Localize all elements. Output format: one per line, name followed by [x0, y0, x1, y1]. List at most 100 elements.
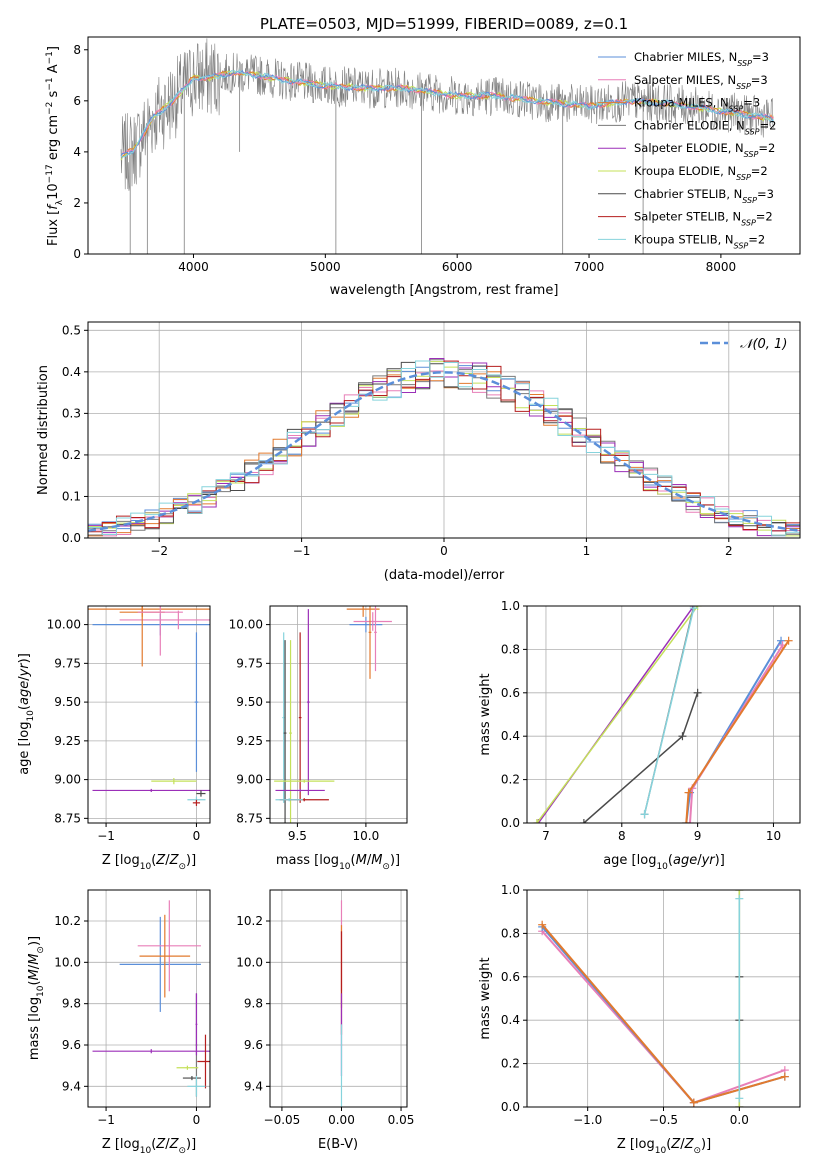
y-tick-label: 1.0 [501, 599, 520, 613]
y-tick-label: 0.4 [501, 729, 520, 743]
x-axis-label: Z [log10(Z/Z⊙)] [102, 853, 196, 872]
observed-spectrum [120, 38, 774, 191]
errorbar-point [283, 640, 287, 823]
y-tick-label: 0.0 [501, 816, 520, 830]
gaussian-curve [88, 371, 800, 532]
y-tick-label: 0.0 [62, 531, 81, 545]
errorbar-point [151, 778, 197, 785]
panel-age_vs_Z: −1 0 8.75 9.00 9.25 9.50 9.75 10.00 Z [log10(Z/Z… [17, 605, 211, 872]
axes-frame [87, 605, 211, 824]
x-tick-label: 5000 [310, 260, 341, 274]
axes-frame [87, 889, 211, 1108]
series-marker [640, 810, 649, 819]
y-tick-label: 9.4 [244, 1079, 263, 1093]
errorbar-point [349, 616, 383, 633]
y-axis-label: mass weight [478, 957, 493, 1039]
x-tick-label: −2 [150, 544, 168, 558]
errorbar-point [275, 788, 325, 792]
x-axis-label: Z [log10(Z/Z⊙)] [617, 1137, 711, 1156]
y-tick-label: 0.8 [501, 926, 520, 940]
legend-entry: Kroupa ELODIE, NSSP=2 [634, 164, 768, 182]
y-axis-label: Normed distribution [36, 365, 51, 495]
histogram-kroupa_stelib [88, 360, 800, 536]
errorbar-point [275, 798, 303, 802]
panel-residuals: −2 −1 0 1 2 0.0 0.1 0.2 0.3 0.4 0.5 𝒩(0, 1) (data-mo… [36, 321, 801, 583]
y-tick-label: 0.2 [62, 448, 81, 462]
y-axis-label: mass [log10(M/M⊙)] [27, 936, 46, 1060]
y-tick-label: 9.00 [54, 773, 81, 787]
x-axis-label: E(B-V) [318, 1137, 358, 1152]
y-tick-label: 0.1 [62, 489, 81, 503]
errorbar-point [374, 606, 377, 672]
errorbar-point [346, 606, 380, 617]
axes-frame [87, 36, 801, 255]
y-axis-label: age [log10(age/yr)] [17, 653, 36, 775]
plot-area [532, 606, 793, 823]
y-tick-label: 10.2 [236, 914, 263, 928]
x-tick-label: 1 [583, 544, 591, 558]
series-marker [689, 606, 698, 613]
y-tick-label: 9.50 [54, 695, 81, 709]
y-tick-label: 9.00 [236, 773, 263, 787]
y-tick-label: 10.0 [236, 955, 263, 969]
x-tick-label: 9 [694, 829, 702, 843]
y-tick-label: 0.0 [501, 1100, 520, 1114]
errorbar-point [182, 1076, 201, 1081]
y-tick-label: 9.6 [62, 1038, 81, 1052]
x-tick-label: 4000 [178, 260, 209, 274]
series-kroupa_elodie [536, 606, 699, 823]
legend-entry: Salpeter ELODIE, NSSP=2 [634, 141, 775, 159]
x-tick-label: 0 [193, 1113, 201, 1127]
y-tick-label: 9.6 [244, 1038, 263, 1052]
y-tick-label: 6 [73, 94, 81, 108]
errorbar-point [298, 632, 302, 803]
y-tick-label: 8.75 [54, 811, 81, 825]
panel-mass_vs_Z: −1 0 9.4 9.6 9.8 10.0 10.2 Z [log10(Z/Z⊙)] mass … [27, 889, 211, 1156]
y-tick-label: 10.00 [229, 618, 263, 632]
series-marker [777, 636, 786, 645]
legend-entry: Chabrier STELIB, NSSP=3 [634, 187, 774, 205]
x-tick-label: 10 [766, 829, 781, 843]
y-tick-label: 8.75 [236, 811, 263, 825]
series-marker [682, 819, 691, 823]
y-tick-label: 10.2 [54, 914, 81, 928]
y-tick-label: 1.0 [501, 883, 520, 897]
errorbar-point [176, 1065, 199, 1070]
y-axis-label: Flux [fλ10−17 erg cm−2 s−1 A−1] [45, 46, 65, 246]
errorbar-point [92, 1049, 210, 1054]
axes-frame [526, 605, 801, 824]
legend-entry: Salpeter MILES, NSSP=3 [634, 73, 768, 91]
series-chabrier_stelib [583, 692, 699, 823]
x-tick-label: 0 [193, 829, 201, 843]
plot-area [538, 890, 789, 1107]
plot-area [120, 38, 775, 254]
y-tick-label: 9.8 [244, 997, 263, 1011]
panel-age_vs_mass: 9.5 10.0 8.75 9.00 9.25 9.50 9.75 10.00 mass [lo… [229, 605, 408, 872]
x-tick-label: 2 [725, 544, 733, 558]
panel-massweight_vs_age: 7 8 9 10 0.0 0.2 0.4 0.6 0.8 1.0 mass weight age [l… [478, 599, 801, 872]
errorbar-point [137, 606, 183, 656]
y-tick-label: 9.75 [236, 656, 263, 670]
x-axis-label: (data-model)/error [384, 568, 505, 583]
series-marker [735, 1094, 744, 1103]
y-tick-label: 8 [73, 43, 81, 57]
legend-entry: Kroupa STELIB, NSSP=2 [634, 232, 765, 250]
series-chabrier_miles [685, 640, 782, 823]
errorbar-point [274, 779, 335, 783]
figure-title: PLATE=0503, MJD=51999, FIBERID=0089, z=0… [260, 15, 628, 33]
errorbar-point [195, 993, 198, 1056]
series-marker [693, 688, 702, 697]
plot-area [92, 900, 210, 1097]
series-marker [689, 1098, 698, 1107]
series-marker [686, 819, 695, 823]
axes-frame [269, 889, 408, 1108]
y-tick-label: 9.50 [236, 695, 263, 709]
legend-entry: Kroupa MILES, NSSP=3 [634, 96, 760, 114]
series-marker [735, 890, 744, 894]
series-marker [735, 1103, 744, 1107]
panel-mass_vs_ebv: −0.05 0.00 0.05 9.4 9.6 9.8 10.0 10.2 E(B-V) [236, 889, 414, 1152]
x-tick-label: 0.00 [328, 1113, 355, 1127]
legend-entry: Chabrier MILES, NSSP=3 [634, 50, 769, 68]
y-tick-label: 10.0 [54, 955, 81, 969]
x-tick-label: 8 [618, 829, 626, 843]
